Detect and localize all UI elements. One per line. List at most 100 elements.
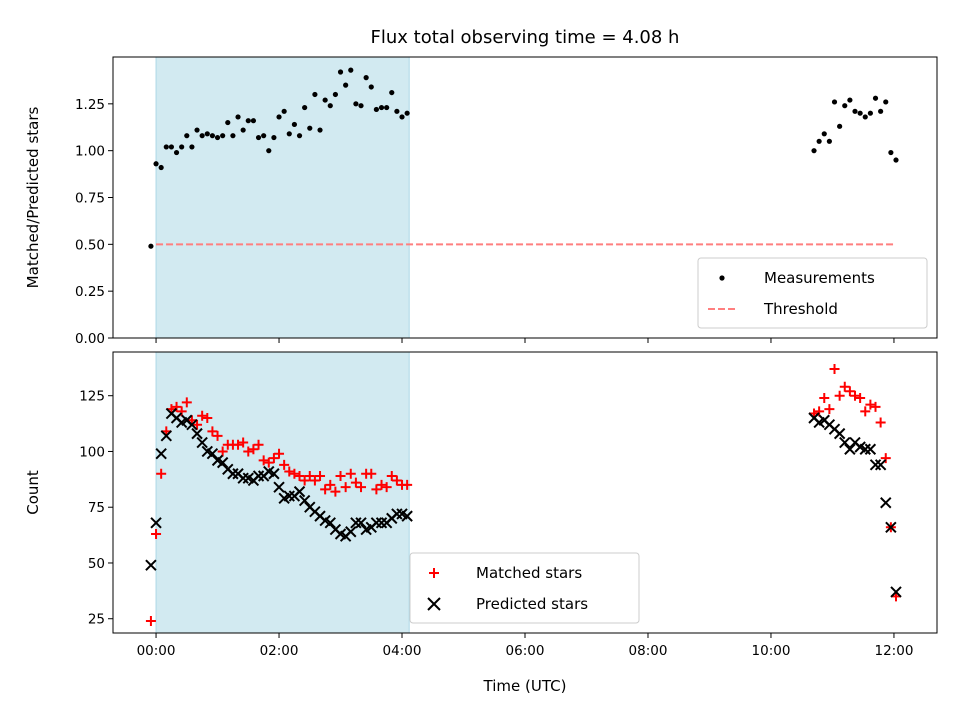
measurement-point — [872, 95, 879, 101]
legend-label: Measurements — [764, 269, 875, 287]
matched-star-point — [350, 477, 361, 488]
legend-predicted-marker — [427, 597, 441, 611]
measurement-point — [302, 104, 308, 111]
measurement-point — [368, 84, 374, 90]
measurement-point — [883, 99, 889, 105]
measurement-point — [343, 82, 349, 88]
matched-star-point — [855, 392, 866, 403]
measurement-point — [384, 104, 390, 111]
predicted-star-point — [196, 436, 208, 449]
measurement-point — [261, 133, 267, 139]
measurement-point — [821, 131, 827, 137]
measurement-point — [322, 97, 328, 103]
measurement-point — [276, 114, 282, 120]
predicted-star-point — [155, 447, 167, 460]
matched-star-point — [330, 486, 341, 497]
measurement-point — [378, 104, 385, 111]
predicted-star-point — [844, 443, 856, 455]
matched-star-point — [381, 482, 392, 493]
matched-star-point — [366, 468, 377, 479]
measurement-point — [225, 119, 231, 126]
matched-star-point — [386, 470, 397, 481]
x-tick-label: 10:00 — [752, 643, 791, 659]
measurement-point — [847, 97, 853, 103]
measurement-point — [179, 144, 185, 150]
measurement-point — [286, 131, 292, 137]
count-panel: 00:00 02:00 04:00 06:00 08:00 10:00 12:00 25 50 7… — [24, 351, 938, 659]
matched-star-point — [345, 468, 356, 479]
measurement-point — [194, 127, 200, 133]
matched-star-point — [315, 470, 326, 481]
measurement-point — [296, 133, 303, 139]
measurement-point — [893, 157, 899, 163]
predicted-star-point — [283, 490, 295, 502]
x-axis-label: Time (UTC) — [483, 677, 567, 695]
predicted-star-point — [160, 430, 173, 442]
measurement-point — [373, 106, 379, 113]
y-axis-label: Matched/Predicted stars — [24, 107, 42, 289]
measurement-point — [816, 138, 822, 144]
y-tick-label: 100 — [79, 444, 105, 460]
y-tick-label: 75 — [88, 500, 105, 516]
measurement-point — [235, 114, 241, 120]
matched-star-point — [202, 413, 213, 424]
measurement-point — [199, 133, 205, 139]
matched-star-point — [335, 470, 346, 481]
matched-star-point — [356, 482, 367, 493]
predicted-star-point — [355, 517, 367, 529]
x-tick-label: 02:00 — [260, 643, 299, 659]
measurement-point — [404, 110, 410, 116]
matched-star-point — [376, 479, 387, 490]
measurement-point — [220, 133, 226, 139]
measurement-point — [312, 91, 318, 98]
measurement-point — [327, 103, 333, 109]
matched-star-point — [865, 399, 876, 410]
measurement-point — [867, 110, 873, 116]
measurement-point — [811, 148, 817, 154]
measurement-point — [271, 134, 277, 141]
measurement-point — [209, 133, 216, 139]
matched-star-point — [258, 455, 269, 466]
matched-star-point — [217, 446, 228, 457]
predicted-star-point — [874, 459, 887, 471]
y-tick-label: 0.25 — [75, 284, 105, 300]
matched-star-point — [263, 457, 274, 468]
matched-star-point — [207, 426, 218, 437]
predicted-star-point — [293, 485, 306, 498]
matched-star-point — [284, 466, 295, 477]
matched-star-point — [320, 484, 331, 495]
predicted-star-point — [227, 468, 239, 480]
measurement-point — [878, 108, 884, 114]
y-tick-label: 1.25 — [75, 97, 105, 113]
predicted-star-point — [350, 517, 362, 529]
measurement-point — [240, 127, 246, 133]
predicted-star-point — [391, 508, 403, 520]
measurement-point — [281, 108, 287, 114]
predicted-star-point — [890, 586, 902, 598]
measurement-point — [214, 134, 221, 141]
predicted-star-point — [345, 526, 357, 538]
legend-label: Matched stars — [476, 564, 582, 582]
matched-star-point — [212, 430, 223, 441]
measurement-point — [857, 110, 863, 116]
y-tick-label: 50 — [88, 556, 105, 572]
measurement-point — [153, 161, 159, 167]
plot-frame — [112, 56, 938, 339]
measurement-point — [148, 243, 154, 249]
predicted-star-point — [252, 470, 265, 482]
predicted-star-point — [839, 436, 851, 449]
matched-star-point — [279, 459, 290, 470]
measurement-point — [158, 164, 164, 171]
matched-star-point — [243, 446, 254, 457]
measurement-point — [168, 144, 175, 150]
matched-star-point — [233, 439, 244, 450]
predicted-star-point — [833, 427, 846, 440]
measurement-point — [353, 101, 359, 107]
measurement-point — [317, 127, 323, 133]
legend-matched-marker — [429, 568, 439, 578]
matched-star-point — [181, 397, 192, 408]
predicted-star-point — [186, 418, 198, 431]
x-tick-label: 08:00 — [629, 643, 668, 659]
observing-interval-shade — [155, 351, 410, 634]
